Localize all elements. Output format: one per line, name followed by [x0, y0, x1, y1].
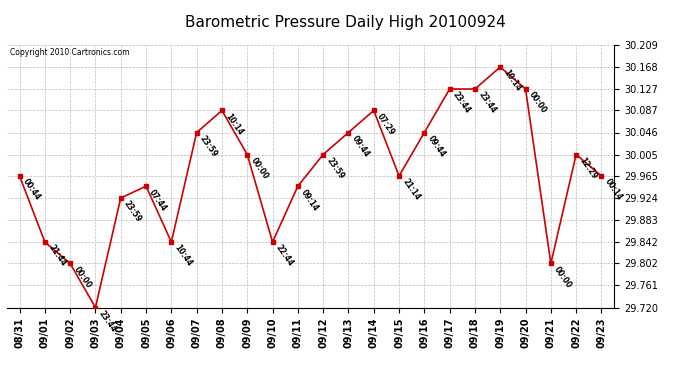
Text: 00:00: 00:00 [527, 90, 548, 116]
Text: 21:14: 21:14 [400, 177, 422, 202]
Text: 07:29: 07:29 [375, 112, 397, 137]
Text: 23:59: 23:59 [122, 200, 144, 224]
Text: 10:14: 10:14 [224, 112, 244, 137]
Text: 09:14: 09:14 [299, 188, 320, 213]
Text: 10:44: 10:44 [172, 243, 194, 268]
Text: Barometric Pressure Daily High 20100924: Barometric Pressure Daily High 20100924 [185, 15, 505, 30]
Text: 00:44: 00:44 [21, 177, 42, 202]
Text: 23:59: 23:59 [324, 156, 346, 181]
Text: 09:44: 09:44 [426, 134, 447, 159]
Text: 21:44: 21:44 [46, 243, 68, 268]
Text: 12:29: 12:29 [578, 156, 599, 181]
Text: 07:44: 07:44 [148, 188, 169, 213]
Text: 23:44: 23:44 [451, 90, 472, 116]
Text: 10:14: 10:14 [502, 68, 523, 93]
Text: 00:00: 00:00 [552, 265, 573, 290]
Text: 23:44: 23:44 [476, 90, 497, 116]
Text: 23:59: 23:59 [198, 134, 219, 159]
Text: 22:44: 22:44 [274, 243, 295, 268]
Text: 00:00: 00:00 [72, 265, 92, 290]
Text: Copyright 2010 Cartronics.com: Copyright 2010 Cartronics.com [10, 48, 130, 57]
Text: 00:14: 00:14 [603, 177, 624, 202]
Text: 00:00: 00:00 [248, 156, 270, 181]
Text: 09:44: 09:44 [350, 134, 371, 159]
Text: 23:44: 23:44 [97, 309, 118, 334]
